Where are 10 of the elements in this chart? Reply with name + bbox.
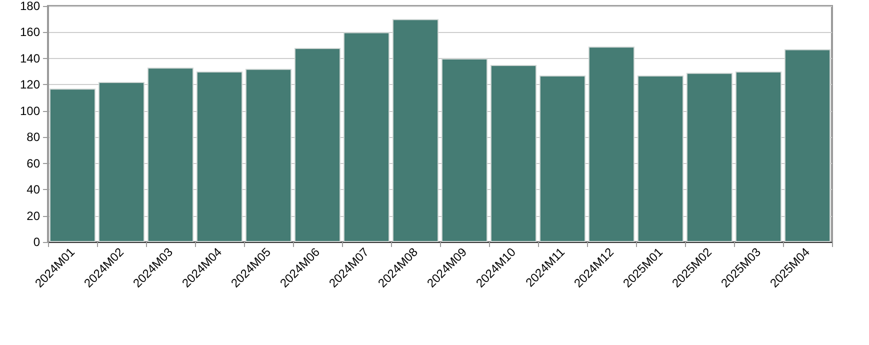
y-tick-label: 20 [26, 208, 40, 223]
y-tick-label: 80 [26, 130, 40, 144]
y-tick-label: 160 [20, 25, 40, 40]
y-tick-label: 140 [20, 51, 40, 66]
y-tick-label: 40 [26, 182, 40, 197]
y-tick-label: 60 [26, 156, 40, 170]
y-tick-label: 180 [20, 0, 40, 13]
y-tick-label: 120 [20, 78, 40, 92]
y-tick-label: 100 [20, 104, 40, 118]
y-tick-label: 0 [33, 235, 40, 249]
